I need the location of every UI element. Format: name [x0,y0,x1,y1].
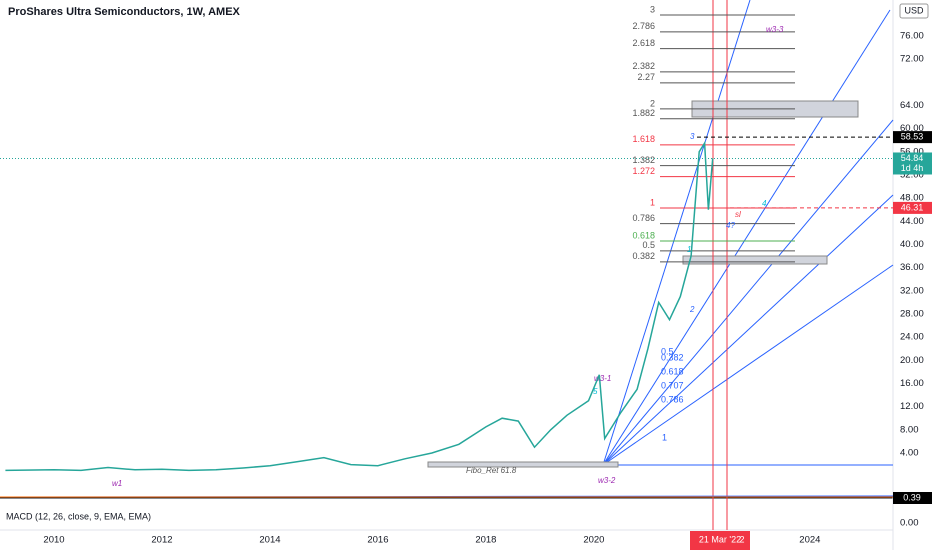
fan [602,0,894,466]
fan-label: 1 [662,432,667,442]
annotation: w3-1 [594,374,611,383]
annotation: 1 [687,245,691,254]
y-tick-label: 16.00 [900,378,924,389]
fib-label: 2.786 [632,21,655,31]
date-label: 2 [739,534,744,544]
fan-line [602,0,751,466]
fib-label: 1.382 [632,155,655,165]
x-tick-label: 2016 [367,535,388,546]
fan-line [602,119,894,466]
y-tick-label: 20.00 [900,355,924,366]
y-tick-label: 72.00 [900,54,924,65]
y-tick-label: 60.00 [900,123,924,134]
fib-label: 1.272 [632,166,655,176]
fan-label: 0.618 [661,366,684,376]
macd-tick: 0.00 [900,518,919,529]
y-tick-label: 8.00 [900,424,919,435]
fib-label: 1 [650,197,655,207]
zone-box [682,255,828,265]
fan-line [602,264,894,466]
macd-title: MACD (12, 26, close, 9, EMA, EMA) [6,511,151,521]
fan-line [602,194,894,466]
y-tick-label: 32.00 [900,285,924,296]
y-tick-label: 24.00 [900,332,924,343]
annotation: sl [735,210,741,219]
fib-label: 0.382 [632,251,655,261]
annotation: w3-3 [766,25,784,34]
price-badge-box [893,152,932,175]
y-tick-label: 4.00 [900,447,919,458]
price-badge: 54.84 [901,153,924,163]
x-tick-label: 2018 [475,535,496,546]
fan-line [602,9,891,466]
y-tick-label: 64.00 [900,100,924,111]
price-badge: 58.53 [901,131,924,141]
fib-label: 2.618 [632,38,655,48]
fan-label: 0.707 [661,380,684,390]
y-tick-label: 28.00 [900,308,924,319]
y-tick-label: 40.00 [900,239,924,250]
fan-label: 0.382 [661,352,684,362]
y-tick-label: 36.00 [900,262,924,273]
x-tick-label: 2014 [259,535,280,546]
annotation: 3 [690,132,695,141]
fib-label: 0.786 [632,213,655,223]
price-badge-sub: 1d 4h [901,163,924,173]
fib-label: 1.882 [632,108,655,118]
fan-label: 0.786 [661,394,684,404]
y-tick-label: 76.00 [900,30,924,41]
y-tick-label: 56.00 [900,146,924,157]
fib-label: 0.5 [642,240,655,250]
annotation: 2 [689,305,695,314]
zone-box [427,461,619,468]
price-badge-box [893,131,932,144]
fib-label: 2.27 [637,72,655,82]
fib-label: 3 [650,4,655,14]
fib-label: 0.618 [632,230,655,240]
macd-badge: 0.39 [903,492,921,502]
currency-box [899,3,929,19]
x-tick-label: 2024 [799,535,820,546]
fib-label: 1.618 [632,134,655,144]
title: ProShares Ultra Semiconductors, 1W, AMEX [8,6,241,18]
y-tick-label: 44.00 [900,216,924,227]
y-tick-label: 48.00 [900,193,924,204]
date-label: 21 Mar '22 [699,534,741,544]
annotation: w3-2 [598,476,616,485]
price-line [5,140,714,472]
annotation: 4 [762,199,767,208]
x-tick-label: 2010 [43,535,64,546]
y-tick-label: 52.00 [900,169,924,180]
x-tick-label: 2012 [151,535,172,546]
annotation: Fibo_Ret 61.8 [466,466,517,475]
annotation: 4? [726,221,735,230]
annotation: w1 [112,479,122,488]
fib-label: 2.382 [632,61,655,71]
price-badge: 46.31 [901,202,924,212]
price-badge-box [893,201,932,214]
macd-badge-box [893,492,932,504]
date-label-box [690,531,750,550]
fib-label: 2 [650,98,655,108]
x-tick-label: 2020 [583,535,604,546]
fan-label: 0.5 [661,346,674,356]
currency: USD [904,5,924,15]
annotation: 5 [593,387,598,396]
y-tick-label: 12.00 [900,401,924,412]
